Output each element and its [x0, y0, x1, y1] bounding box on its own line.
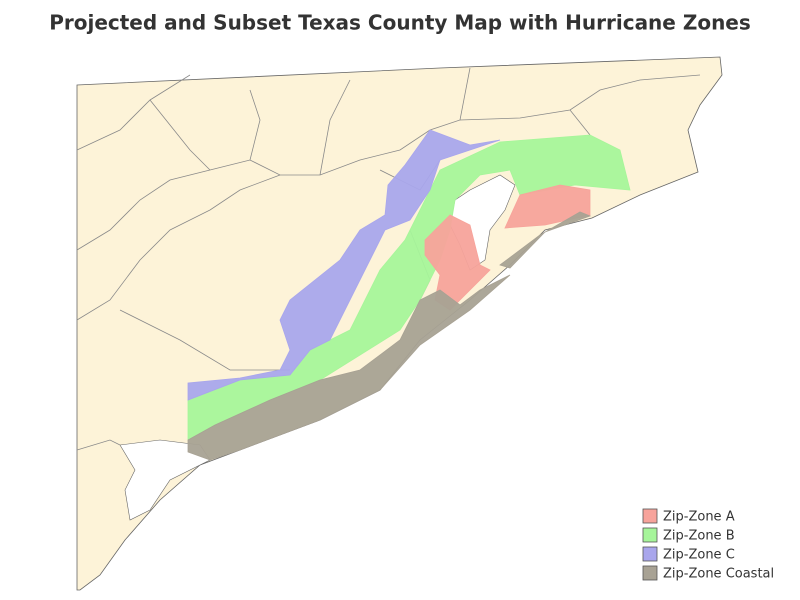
zone-b: [187, 134, 631, 441]
legend-swatch: [642, 546, 658, 562]
legend-swatch: [642, 527, 658, 543]
legend: Zip-Zone A Zip-Zone B Zip-Zone C Zip-Zone C…: [642, 508, 774, 582]
map-title: Projected and Subset Texas County Map wi…: [49, 11, 751, 35]
west-bay: [119, 439, 211, 521]
zone-a: [424, 214, 491, 311]
legend-label: Zip-Zone B: [663, 529, 735, 544]
zone-c: [187, 129, 501, 401]
zone-a: [504, 184, 591, 229]
legend-swatch: [642, 508, 658, 524]
map: [76, 56, 723, 591]
legend-label: Zip-Zone C: [663, 548, 735, 563]
zone-coastal: [499, 211, 592, 269]
legend-label: Zip-Zone Coastal: [663, 567, 774, 582]
legend-swatch: [642, 565, 658, 581]
zone-coastal: [187, 274, 511, 461]
legend-label: Zip-Zone A: [663, 510, 735, 525]
